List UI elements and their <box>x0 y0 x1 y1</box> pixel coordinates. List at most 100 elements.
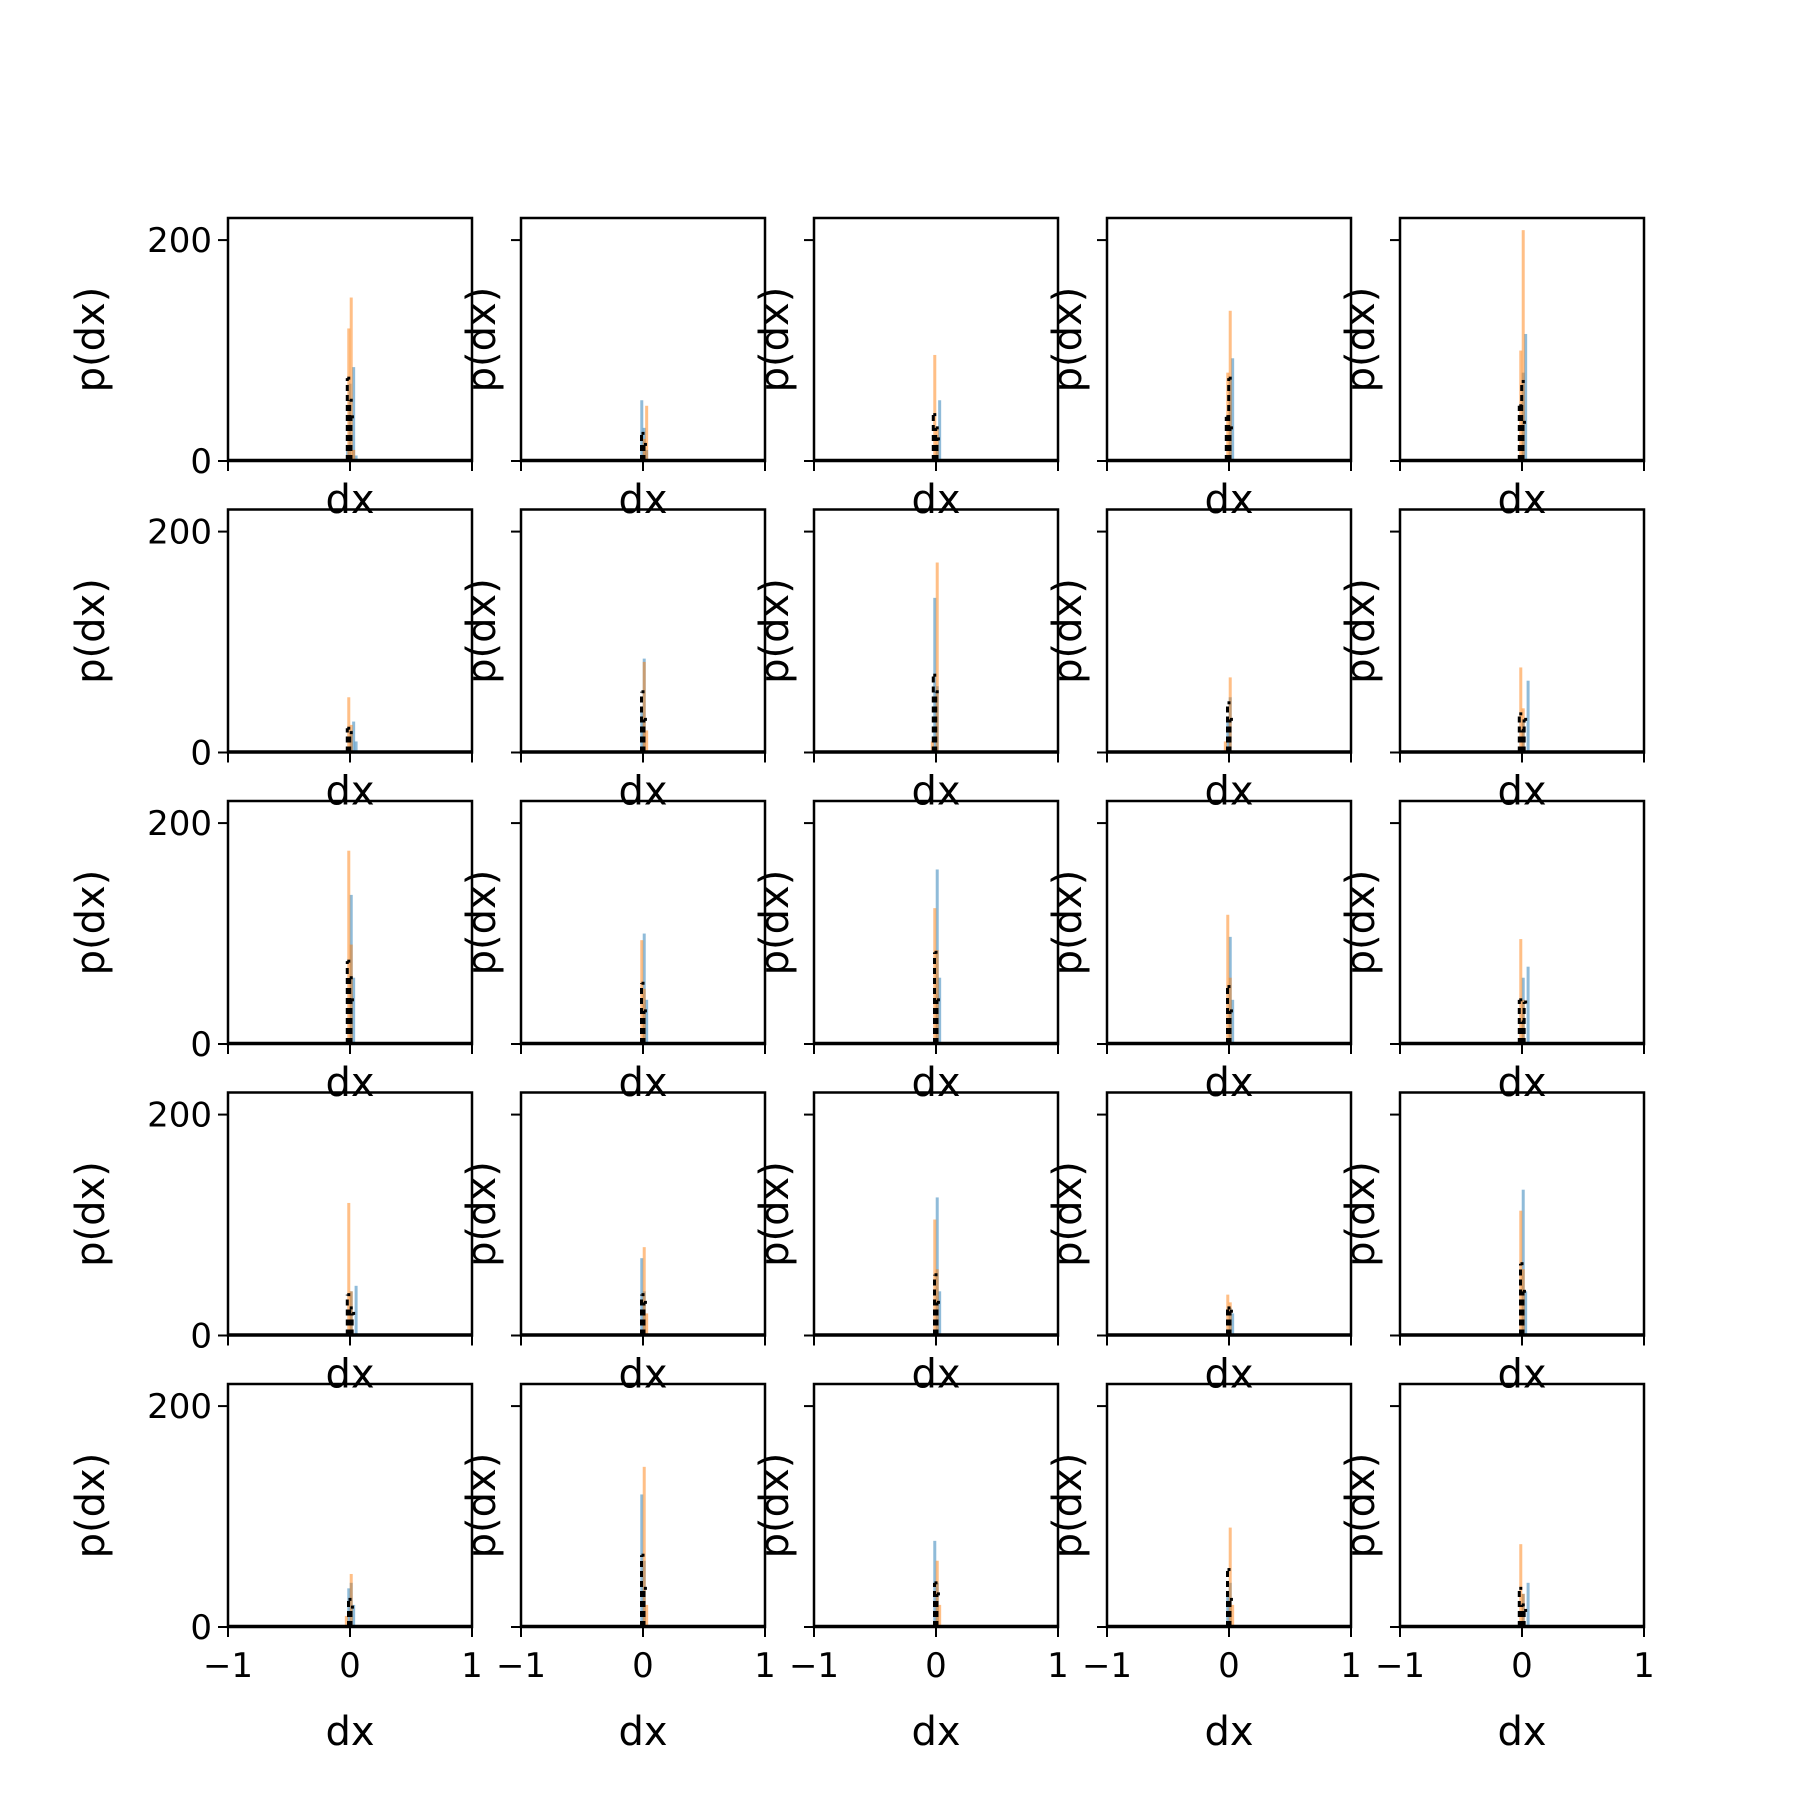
blue-series-bar <box>352 977 356 1044</box>
subplot-4-1: 0 200 dx p(dx) <box>68 1091 474 1398</box>
subplot-2-2: dx p(dx) <box>459 508 767 815</box>
x-axis-label: dx <box>1497 1352 1546 1398</box>
orange-series-bar <box>938 1604 942 1627</box>
y-tick-label: 0 <box>190 1025 212 1065</box>
y-axis-label: p(dx) <box>68 1161 114 1267</box>
x-tick-label: 0 <box>1511 1646 1533 1686</box>
blue-series-bar <box>1231 358 1235 461</box>
y-axis-label: p(dx) <box>752 1453 798 1559</box>
x-tick-label: −1 <box>1375 1646 1425 1686</box>
blue-series-bar <box>1231 1313 1235 1336</box>
y-tick-label: 200 <box>147 221 212 261</box>
blue-series-bar <box>1526 1582 1530 1627</box>
x-tick-label: −1 <box>496 1646 546 1686</box>
orange-series-bar <box>645 1313 649 1336</box>
orange-series-bar <box>1231 1604 1235 1627</box>
x-axis-label: dx <box>911 769 960 815</box>
subplot-2-1: 0 200 dx p(dx) <box>68 508 474 815</box>
subplot-4-3: dx p(dx) <box>752 1091 1060 1398</box>
blue-series-bar <box>645 999 649 1044</box>
orange-series-bar <box>1228 677 1232 753</box>
x-tick-label: 0 <box>632 1646 654 1686</box>
blue-series-bar <box>1226 719 1230 753</box>
orange-series-bar <box>1521 230 1525 461</box>
orange-series-bar <box>349 944 353 1044</box>
x-axis-label: dx <box>1204 1709 1253 1755</box>
subplot-3-5: dx p(dx) <box>1338 799 1646 1106</box>
orange-series-bar <box>1228 1302 1232 1336</box>
x-tick-label: −1 <box>1082 1646 1132 1686</box>
x-axis-label: dx <box>1497 769 1546 815</box>
x-tick-label: 0 <box>339 1646 361 1686</box>
x-axis-label: dx <box>1204 477 1253 523</box>
y-tick-label: 200 <box>147 1096 212 1136</box>
y-axis-label: p(dx) <box>1338 287 1384 393</box>
y-axis-label: p(dx) <box>1045 287 1091 393</box>
y-tick-label: 0 <box>190 1608 212 1648</box>
blue-series-bar <box>1231 999 1235 1044</box>
blue-series-bar <box>1524 333 1528 461</box>
y-axis-label: p(dx) <box>1338 578 1384 684</box>
y-axis-label: p(dx) <box>68 870 114 976</box>
orange-series-bar <box>642 1247 646 1336</box>
panels-layer: 0200dxp(dx)dxp(dx)dxp(dx)dxp(dx)dxp(dx)0… <box>68 216 1655 1755</box>
x-tick-label: 1 <box>1340 1646 1362 1686</box>
blue-series-bar <box>352 1604 356 1627</box>
y-axis-label: p(dx) <box>68 1453 114 1559</box>
blue-series-bar <box>640 1494 644 1627</box>
y-axis-label: p(dx) <box>1045 578 1091 684</box>
x-tick-label: 1 <box>1047 1646 1069 1686</box>
subplot-5-5: −1 0 1 dx p(dx) <box>1338 1382 1655 1755</box>
subplot-1-2: dx p(dx) <box>459 216 767 523</box>
subplot-5-4: −1 0 1 dx p(dx) <box>1045 1382 1362 1755</box>
y-axis-label: p(dx) <box>1338 1161 1384 1267</box>
subplot-1-1: 0 200 dx p(dx) <box>68 216 474 523</box>
blue-series-bar <box>1226 1593 1230 1627</box>
x-tick-label: −1 <box>789 1646 839 1686</box>
subplot-2-4: dx p(dx) <box>1045 508 1353 815</box>
subplot-4-4: dx p(dx) <box>1045 1091 1353 1398</box>
subplot-3-1: 0 200 dx p(dx) <box>68 799 474 1106</box>
x-axis-label: dx <box>911 477 960 523</box>
y-axis-label: p(dx) <box>68 287 114 393</box>
orange-series-bar <box>1521 1593 1525 1627</box>
x-axis-label: dx <box>1497 477 1546 523</box>
y-axis-label: p(dx) <box>1338 1453 1384 1559</box>
orange-series-bar <box>642 1466 646 1627</box>
blue-series-bar <box>640 1258 644 1336</box>
y-axis-label: p(dx) <box>459 578 505 684</box>
blue-series-bar <box>354 1285 358 1336</box>
x-axis-label: dx <box>1497 1709 1546 1755</box>
x-tick-label: −1 <box>203 1646 253 1686</box>
x-axis-label: dx <box>325 1709 374 1755</box>
y-axis-label: p(dx) <box>459 287 505 393</box>
x-tick-label: 1 <box>1633 1646 1655 1686</box>
x-axis-label: dx <box>618 477 667 523</box>
y-axis-label: p(dx) <box>1045 870 1091 976</box>
y-tick-label: 0 <box>190 734 212 774</box>
blue-series-bar <box>354 455 358 461</box>
subplot-4-5: dx p(dx) <box>1338 1091 1646 1398</box>
x-tick-label: 1 <box>754 1646 776 1686</box>
x-axis-label: dx <box>1497 1060 1546 1106</box>
y-axis-label: p(dx) <box>752 287 798 393</box>
blue-series-bar <box>938 1291 942 1336</box>
orange-series-bar <box>347 697 351 753</box>
x-axis-label: dx <box>911 1709 960 1755</box>
orange-series-bar <box>935 562 939 753</box>
x-axis-label: dx <box>618 1709 667 1755</box>
orange-series-bar <box>933 1219 937 1336</box>
blue-series-bar <box>1524 1291 1528 1336</box>
subplot-5-2: −1 0 1 dx p(dx) <box>459 1382 776 1755</box>
orange-series-bar <box>935 950 939 1044</box>
x-axis-label: dx <box>618 1352 667 1398</box>
blue-series-bar <box>347 1588 351 1627</box>
orange-series-bar <box>1519 667 1523 753</box>
orange-series-bar <box>1519 939 1523 1044</box>
x-axis-label: dx <box>325 477 374 523</box>
x-axis-label: dx <box>325 769 374 815</box>
orange-series-bar <box>935 427 939 461</box>
orange-series-bar <box>352 449 356 461</box>
